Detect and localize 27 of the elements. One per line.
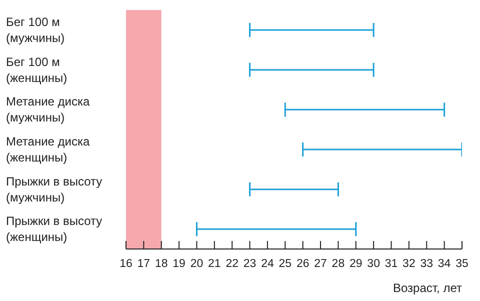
y-tick-label: Прыжки в высоту (женщины) xyxy=(6,214,102,244)
x-tick-label: 26 xyxy=(296,258,310,270)
x-tick-label: 35 xyxy=(456,258,468,270)
x-tick-label: 25 xyxy=(278,258,292,270)
x-tick-label: 33 xyxy=(420,258,434,270)
x-axis-title: Возраст, лет xyxy=(393,281,463,295)
y-tick-label: Метание диска (женщины) xyxy=(6,134,90,164)
x-tick-label: 22 xyxy=(226,258,239,270)
x-tick-label: 16 xyxy=(120,258,132,270)
x-tick-label: 17 xyxy=(137,258,150,270)
x-tick-label: 20 xyxy=(190,258,204,270)
x-tick-label: 19 xyxy=(172,258,186,270)
x-tick-label: 27 xyxy=(314,258,327,270)
x-tick-label: 32 xyxy=(402,258,416,270)
x-tick-label: 21 xyxy=(208,258,221,270)
x-tick-label: 30 xyxy=(367,258,380,270)
x-tick-label: 31 xyxy=(384,258,398,270)
x-tick-label: 34 xyxy=(438,258,452,270)
x-tick-label: 23 xyxy=(243,258,256,270)
y-tick-label: Прыжки в высоту (мужчины) xyxy=(6,174,102,204)
y-tick-label: Метание диска (мужчины) xyxy=(6,94,90,125)
x-tick-label: 29 xyxy=(349,258,362,270)
x-tick-label: 24 xyxy=(261,258,274,270)
y-tick-label: Бег 100 м (мужчины) xyxy=(6,14,65,45)
y-tick-label: Бег 100 м (женщины) xyxy=(6,54,68,85)
x-tick-label: 18 xyxy=(154,258,168,270)
x-tick-label: 28 xyxy=(332,258,345,270)
